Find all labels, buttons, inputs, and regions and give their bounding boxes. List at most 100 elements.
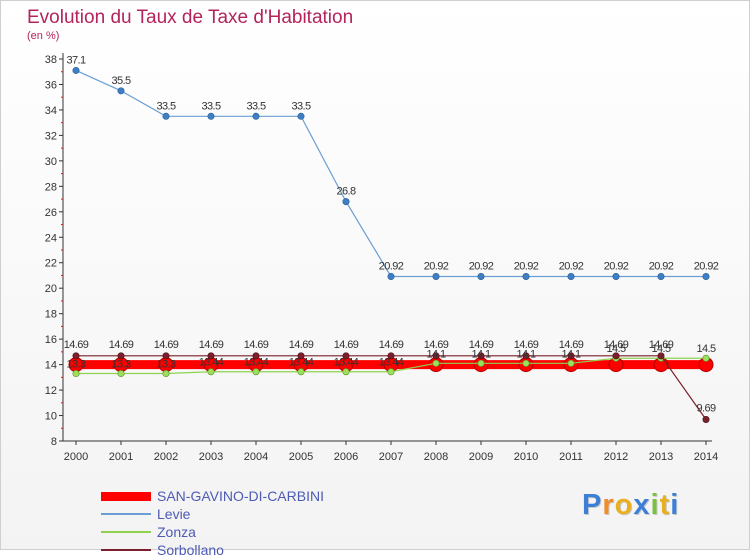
legend-item: Zonza	[101, 523, 324, 541]
x-tick-label: 2008	[424, 451, 448, 463]
proxiti-logo: Proxiti	[582, 489, 680, 521]
data-point	[117, 87, 125, 95]
x-tick-label: 2000	[64, 451, 88, 463]
data-point	[162, 112, 170, 120]
series-labels: 37.1 35.5 33.5 33.5 33.5 33.5 26.8 20.92 20.92 20…	[66, 54, 719, 272]
data-label: 14.69	[154, 339, 179, 351]
data-point	[522, 352, 530, 360]
data-label: 14.69	[289, 339, 314, 351]
data-label: 14.69	[469, 339, 494, 351]
data-label: 13.44	[199, 357, 224, 369]
data-label: 13.3	[66, 359, 85, 371]
data-label: 13.44	[244, 357, 269, 369]
data-point	[207, 368, 215, 376]
x-tick-label: 2009	[469, 451, 493, 463]
data-point	[477, 272, 485, 280]
data-label: 13.3	[156, 359, 175, 371]
data-label: 13.44	[289, 357, 314, 369]
x-tick-label: 2010	[514, 451, 538, 463]
y-tick-label: 14	[45, 360, 57, 372]
legend-item: SAN-GAVINO-DI-CARBINI	[101, 487, 324, 505]
data-label: 37.1	[66, 54, 85, 66]
data-point	[387, 352, 395, 360]
data-point	[297, 368, 305, 376]
y-tick-label: 24	[45, 232, 57, 244]
data-label: 33.5	[201, 100, 220, 112]
data-label: 33.5	[291, 100, 310, 112]
data-point	[477, 352, 485, 360]
data-label: 14.1	[516, 348, 535, 360]
data-point	[612, 352, 620, 360]
series-labels: 13.3 13.3 13.3 13.44 13.44 13.44 13.44 13.44 14.…	[66, 343, 716, 371]
data-label: 20.92	[424, 260, 449, 272]
y-tick-label: 22	[45, 258, 57, 270]
data-label: 14.1	[561, 348, 580, 360]
data-point	[297, 112, 305, 120]
x-tick-label: 2003	[199, 451, 223, 463]
data-label: 35.5	[111, 75, 130, 87]
data-point	[387, 368, 395, 376]
data-label: 14.69	[334, 339, 359, 351]
data-point	[612, 272, 620, 280]
data-point	[252, 352, 260, 360]
data-label: 14.69	[424, 339, 449, 351]
y-tick-label: 18	[45, 309, 57, 321]
y-tick-label: 32	[45, 130, 57, 142]
data-label: 14.1	[426, 348, 445, 360]
data-label: 13.44	[334, 357, 359, 369]
x-tick-label: 2014	[694, 451, 718, 463]
data-label: 20.92	[379, 260, 404, 272]
data-point	[657, 272, 665, 280]
data-label: 14.5	[696, 343, 715, 355]
x-tick-label: 2007	[379, 451, 403, 463]
series-san-gavino-di-carbini	[68, 357, 714, 373]
series-sorbollano	[72, 352, 710, 423]
x-tick-label: 2001	[109, 451, 133, 463]
data-label: 33.5	[246, 100, 265, 112]
y-tick-label: 26	[45, 207, 57, 219]
y-tick-label: 28	[45, 181, 57, 193]
y-tick-label: 10	[45, 411, 57, 423]
series-labels: 14.69 14.69 14.69 14.69 14.69 14.69 14.69 14.69…	[64, 339, 717, 415]
legend-item: Sorbollano	[101, 541, 324, 559]
data-point	[342, 352, 350, 360]
x-tick-label: 2005	[289, 451, 313, 463]
data-point	[162, 352, 170, 360]
data-label: 13.44	[379, 357, 404, 369]
data-label: 14.69	[199, 339, 224, 351]
y-tick-label: 16	[45, 334, 57, 346]
y-tick-label: 36	[45, 79, 57, 91]
series-levie	[72, 66, 710, 280]
data-label: 14.5	[651, 343, 670, 355]
legend-label: Levie	[157, 506, 191, 522]
y-tick-label: 34	[45, 105, 57, 117]
legend-swatch	[101, 491, 151, 501]
data-label: 14.1	[471, 348, 490, 360]
x-tick-label: 2011	[559, 451, 583, 463]
legend-label: SAN-GAVINO-DI-CARBINI	[157, 488, 324, 504]
chart-title: Evolution du Taux de Taxe d'Habitation	[27, 7, 354, 28]
x-tick-label: 2013	[649, 451, 673, 463]
data-point	[432, 352, 440, 360]
data-point	[522, 359, 530, 367]
data-label: 14.69	[604, 339, 629, 351]
data-point	[702, 415, 710, 423]
x-tick-label: 2002	[154, 451, 178, 463]
data-point	[657, 352, 665, 360]
x-tick-label: 2012	[604, 451, 628, 463]
data-label: 20.92	[604, 260, 629, 272]
data-point	[162, 370, 170, 378]
y-tick-label: 30	[45, 156, 57, 168]
data-point	[342, 198, 350, 206]
data-point	[297, 352, 305, 360]
data-point	[477, 359, 485, 367]
data-label: 9.69	[696, 402, 715, 414]
data-label: 14.69	[514, 339, 539, 351]
legend: SAN-GAVINO-DI-CARBINI Levie Zonza Sorbollan…	[101, 487, 324, 559]
data-label: 20.92	[469, 260, 494, 272]
legend-swatch	[101, 513, 151, 515]
data-point	[432, 272, 440, 280]
data-label: 14.5	[606, 343, 625, 355]
data-label: 20.92	[649, 260, 674, 272]
